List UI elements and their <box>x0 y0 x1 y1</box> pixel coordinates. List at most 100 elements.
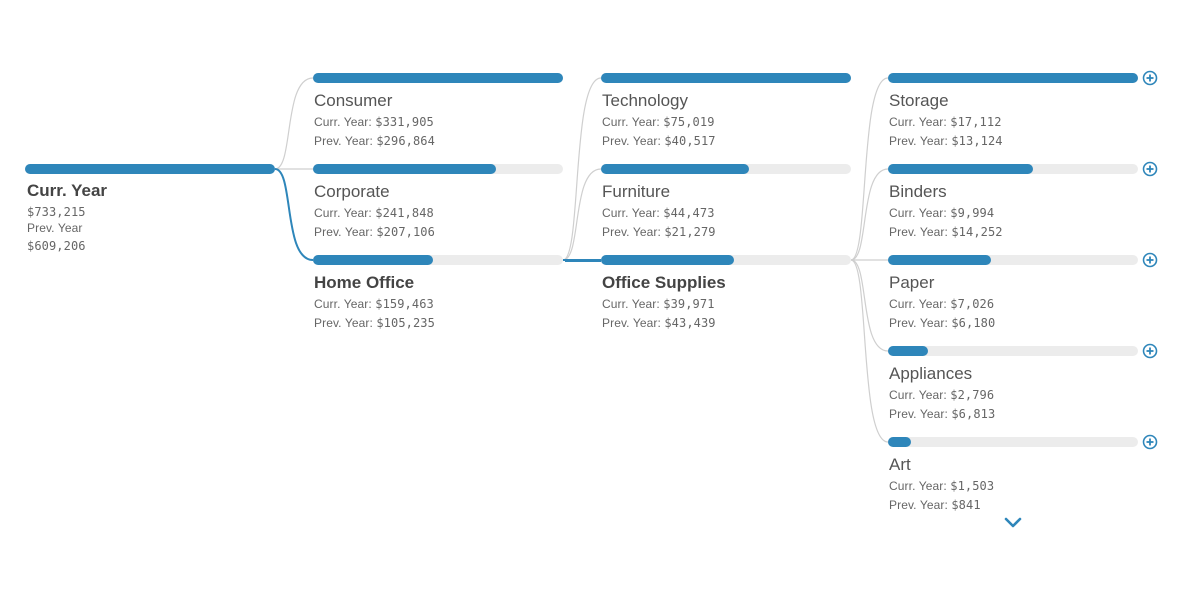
level2-node-technology-prev-label: Prev. Year: <box>602 134 665 148</box>
level3-node-appliances-curr: Curr. Year: $2,796 <box>889 388 994 402</box>
link-level3-3 <box>850 259 889 352</box>
level3-node-binders-curr: Curr. Year: $9,994 <box>889 206 994 220</box>
plus-circle-icon[interactable] <box>1142 434 1158 450</box>
level1-node-consumer-bar <box>313 73 563 83</box>
link-level3-0 <box>850 77 889 261</box>
level2-node-office-supplies-curr: Curr. Year: $39,971 <box>602 297 715 311</box>
level1-node-corporate-prev-value: $207,106 <box>376 225 435 239</box>
level3-node-storage-curr-label: Curr. Year: <box>889 115 951 129</box>
level1-node-corporate-curr-label: Curr. Year: <box>314 206 376 220</box>
level3-node-art-label: Art <box>889 455 911 474</box>
level3-node-paper-bar <box>888 255 1138 265</box>
plus-circle-icon[interactable] <box>1142 252 1158 268</box>
level2-node-office-supplies-label: Office Supplies <box>602 273 726 292</box>
level3-node-binders-prev-label: Prev. Year: <box>889 225 952 239</box>
level2-node-office-supplies-bar-fill <box>601 255 734 265</box>
level3-node-paper-label: Paper <box>889 273 935 292</box>
level3-node-paper-curr-label: Curr. Year: <box>889 297 951 311</box>
level3-node-binders-curr-value: $9,994 <box>950 206 995 220</box>
level1-node-corporate-curr: Curr. Year: $241,848 <box>314 206 434 220</box>
level3-node-binders-bar <box>888 164 1138 174</box>
level2-node-furniture-curr-value: $44,473 <box>663 206 715 220</box>
level3-node-storage-label: Storage <box>889 91 949 110</box>
link-level3-4 <box>850 259 889 443</box>
level3-node-art-bar-fill <box>888 437 911 447</box>
level2-node-office-supplies-curr-value: $39,971 <box>663 297 715 311</box>
level3-node-appliances-curr-label: Curr. Year: <box>889 388 951 402</box>
level3-node-paper-prev-label: Prev. Year: <box>889 316 952 330</box>
level1-node-consumer-label: Consumer <box>314 91 393 110</box>
level3-node-binders-prev: Prev. Year: $14,252 <box>889 225 1003 239</box>
level3-node-paper-bar-fill <box>888 255 991 265</box>
level1-node-corporate-curr-value: $241,848 <box>375 206 434 220</box>
level1-node-corporate-prev-label: Prev. Year: <box>314 225 377 239</box>
level2-node-furniture-prev-value: $21,279 <box>664 225 716 239</box>
level3-node-appliances-prev: Prev. Year: $6,813 <box>889 407 995 421</box>
level3-node-art-prev-label: Prev. Year: <box>889 498 952 512</box>
level3-node-storage-prev-value: $13,124 <box>951 134 1003 148</box>
plus-circle-icon[interactable] <box>1142 343 1158 359</box>
level3-node-paper-curr-value: $7,026 <box>950 297 995 311</box>
level2-node-furniture-bar <box>601 164 851 174</box>
plus-circle-icon[interactable] <box>1142 161 1158 177</box>
level3-node-appliances-prev-label: Prev. Year: <box>889 407 952 421</box>
level3-node-paper-curr: Curr. Year: $7,026 <box>889 297 994 311</box>
level3-node-art-prev-value: $841 <box>951 498 981 512</box>
level1-node-home-office-prev-value: $105,235 <box>376 316 435 330</box>
root-title: Curr. Year <box>27 181 108 200</box>
level3-node-storage-prev: Prev. Year: $13,124 <box>889 134 1003 148</box>
level2-node-furniture-prev-label: Prev. Year: <box>602 225 665 239</box>
level2-node-office-supplies-bar <box>601 255 851 265</box>
level3-node-art-prev: Prev. Year: $841 <box>889 498 981 512</box>
level3-node-binders-prev-value: $14,252 <box>951 225 1003 239</box>
level1-node-home-office-label: Home Office <box>314 273 415 292</box>
level3-node-binders-curr-label: Curr. Year: <box>889 206 951 220</box>
link-level1-0 <box>274 77 314 170</box>
level1-node-consumer-curr: Curr. Year: $331,905 <box>314 115 434 129</box>
level1-node-home-office-curr: Curr. Year: $159,463 <box>314 297 434 311</box>
level2-node-furniture-curr-label: Curr. Year: <box>602 206 664 220</box>
level2-node-technology-bar-fill <box>601 73 851 83</box>
level3-node-storage-bar <box>888 73 1138 83</box>
plus-circle-icon[interactable] <box>1142 70 1158 86</box>
level1-node-home-office-curr-label: Curr. Year: <box>314 297 376 311</box>
level2-node-furniture-curr: Curr. Year: $44,473 <box>602 206 715 220</box>
level1-node-home-office-curr-value: $159,463 <box>375 297 434 311</box>
level2-node-technology-curr-label: Curr. Year: <box>602 115 664 129</box>
level3-node-art-curr: Curr. Year: $1,503 <box>889 479 994 493</box>
level3-node-paper-prev: Prev. Year: $6,180 <box>889 316 995 330</box>
level3-node-storage-prev-label: Prev. Year: <box>889 134 952 148</box>
link-level3-1 <box>850 168 889 261</box>
level2-node-technology-prev: Prev. Year: $40,517 <box>602 134 716 148</box>
link-level2-0 <box>562 77 602 261</box>
root-prev-value: $609,206 <box>27 239 86 253</box>
level1-node-consumer-prev: Prev. Year: $296,864 <box>314 134 435 148</box>
level3-node-art-curr-value: $1,503 <box>950 479 995 493</box>
level2-node-furniture-label: Furniture <box>602 182 671 201</box>
level2-node-furniture-bar-fill <box>601 164 749 174</box>
link-level2-1 <box>562 168 602 261</box>
level3-node-storage-curr: Curr. Year: $17,112 <box>889 115 1002 129</box>
level3-node-appliances-bar <box>888 346 1138 356</box>
level3-node-art-curr-label: Curr. Year: <box>889 479 951 493</box>
level1-node-home-office-prev-label: Prev. Year: <box>314 316 377 330</box>
level2-node-technology-curr: Curr. Year: $75,019 <box>602 115 715 129</box>
level2-node-office-supplies-prev: Prev. Year: $43,439 <box>602 316 716 330</box>
level1-node-corporate-bar <box>313 164 563 174</box>
chevron-down-icon[interactable] <box>1003 516 1023 530</box>
level3-node-binders-bar-fill <box>888 164 1033 174</box>
level1-node-consumer-bar-fill <box>313 73 563 83</box>
link-level1-2 <box>274 168 314 261</box>
level2-node-technology-prev-value: $40,517 <box>664 134 716 148</box>
level3-node-appliances-prev-value: $6,813 <box>951 407 996 421</box>
level3-node-art-bar <box>888 437 1138 447</box>
level1-node-consumer-curr-label: Curr. Year: <box>314 115 376 129</box>
level3-node-appliances-curr-value: $2,796 <box>950 388 995 402</box>
root-bar <box>25 164 275 174</box>
level1-node-home-office-bar <box>313 255 563 265</box>
root-curr-value: $733,215 <box>27 205 86 219</box>
level1-node-consumer-curr-value: $331,905 <box>375 115 434 129</box>
level3-node-storage-bar-fill <box>888 73 1138 83</box>
level3-node-appliances-label: Appliances <box>889 364 973 383</box>
